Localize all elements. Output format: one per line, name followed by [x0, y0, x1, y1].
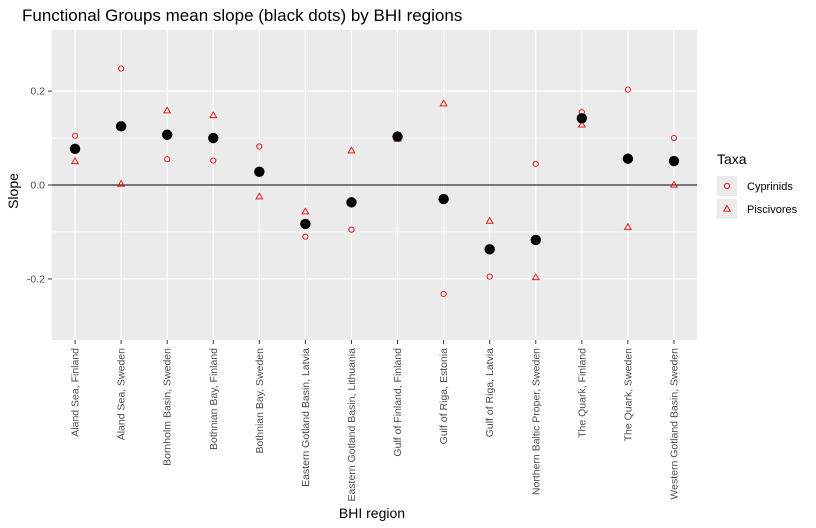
- x-axis: Aland Sea, Finland Aland Sea, Sweden Bornh…: [70, 340, 680, 502]
- legend-key-background: [717, 176, 737, 196]
- x-tick-label: Northern Baltic Proper, Sweden: [530, 348, 542, 495]
- grid-lines: [52, 30, 697, 340]
- mean-slope-point: [115, 121, 127, 132]
- cyprinids-point: [71, 132, 79, 139]
- piscivores-point: [623, 222, 633, 230]
- cyprinids-point: [256, 143, 263, 150]
- piscivores-point: [485, 216, 494, 224]
- mean-slope-point: [576, 113, 588, 124]
- y-axis: -0.2 0.0 0.2: [27, 86, 52, 285]
- piscivores-point: [255, 192, 264, 200]
- x-tick-label: Aland Sea, Finland: [70, 348, 82, 437]
- piscivores-point: [163, 106, 172, 114]
- cyprinids-point: [670, 134, 678, 142]
- mean-slope-point: [300, 218, 311, 230]
- mean-slope-point: [254, 166, 265, 178]
- chart-title: Functional Groups mean slope (black dots…: [22, 6, 462, 25]
- mean-slope-point: [392, 131, 403, 142]
- x-axis-title: BHI region: [339, 505, 405, 521]
- x-tick-label: Western Gotland Basin, Sweden: [668, 348, 680, 500]
- x-tick-label: Aland Sea, Sweden: [116, 348, 128, 440]
- x-tick-label: Bothnian Bay, Sweden: [254, 348, 266, 454]
- piscivores-point: [669, 180, 679, 188]
- y-tick-label: -0.2: [27, 273, 45, 285]
- cyprinids-point: [118, 65, 125, 72]
- cyprinids-point: [532, 160, 539, 167]
- cyprinids-point: [348, 226, 355, 233]
- y-tick-label: 0.0: [30, 180, 45, 192]
- mean-slope-point: [208, 132, 219, 144]
- x-tick-label: Gulf of Riga, Latvia: [484, 348, 496, 437]
- x-tick-label: Eastern Gotland Basin, Lithuania: [346, 348, 358, 502]
- mean-slope-point: [161, 129, 173, 140]
- piscivores-point: [577, 120, 586, 128]
- mean-slope-point: [484, 244, 495, 255]
- y-axis-title: Slope: [5, 173, 21, 209]
- y-tick-label: 0.2: [30, 86, 45, 98]
- x-tick-label: Gulf of Riga, Estonia: [438, 348, 450, 444]
- data-points: [69, 65, 680, 298]
- x-tick-label: Gulf of Finland, Finland: [392, 348, 404, 457]
- cyprinids-point: [440, 290, 447, 298]
- mean-slope-point: [622, 153, 634, 164]
- cyprinids-point: [210, 157, 217, 164]
- mean-slope-point: [530, 234, 541, 246]
- piscivores-point: [347, 146, 356, 154]
- x-tick-label: Bornholm Basin, Sweden: [162, 348, 174, 466]
- cyprinids-point: [164, 156, 171, 163]
- piscivores-point: [116, 179, 126, 187]
- mean-slope-point: [668, 155, 680, 167]
- piscivores-point: [209, 111, 218, 119]
- x-tick-label: Bothnian Bay, Finland: [208, 348, 220, 450]
- x-tick-label: Eastern Gotland Basin, Latvia: [300, 348, 312, 487]
- mean-slope-point: [69, 143, 81, 155]
- mean-slope-point: [438, 193, 449, 205]
- mean-slope-point: [346, 197, 357, 208]
- cyprinids-point: [302, 233, 309, 240]
- piscivores-point: [70, 157, 80, 165]
- piscivores-point: [301, 207, 310, 215]
- piscivores-point: [531, 273, 540, 281]
- legend-label: Cyprinids: [747, 181, 793, 193]
- x-tick-label: The Quark, Sweden: [622, 348, 634, 442]
- cyprinids-legend-symbol: [723, 182, 731, 190]
- cyprinids-point: [486, 273, 493, 280]
- x-tick-label: The Quark, Finland: [576, 348, 588, 438]
- legend-title: Taxa: [717, 151, 747, 167]
- piscivores-legend-symbol: [722, 204, 732, 212]
- legend-key-background: [717, 199, 737, 219]
- legend-label: Piscivores: [747, 204, 798, 216]
- cyprinids-point: [624, 86, 631, 93]
- legend: Taxa Cyprinids Piscivores: [717, 151, 798, 219]
- piscivores-point: [439, 99, 448, 107]
